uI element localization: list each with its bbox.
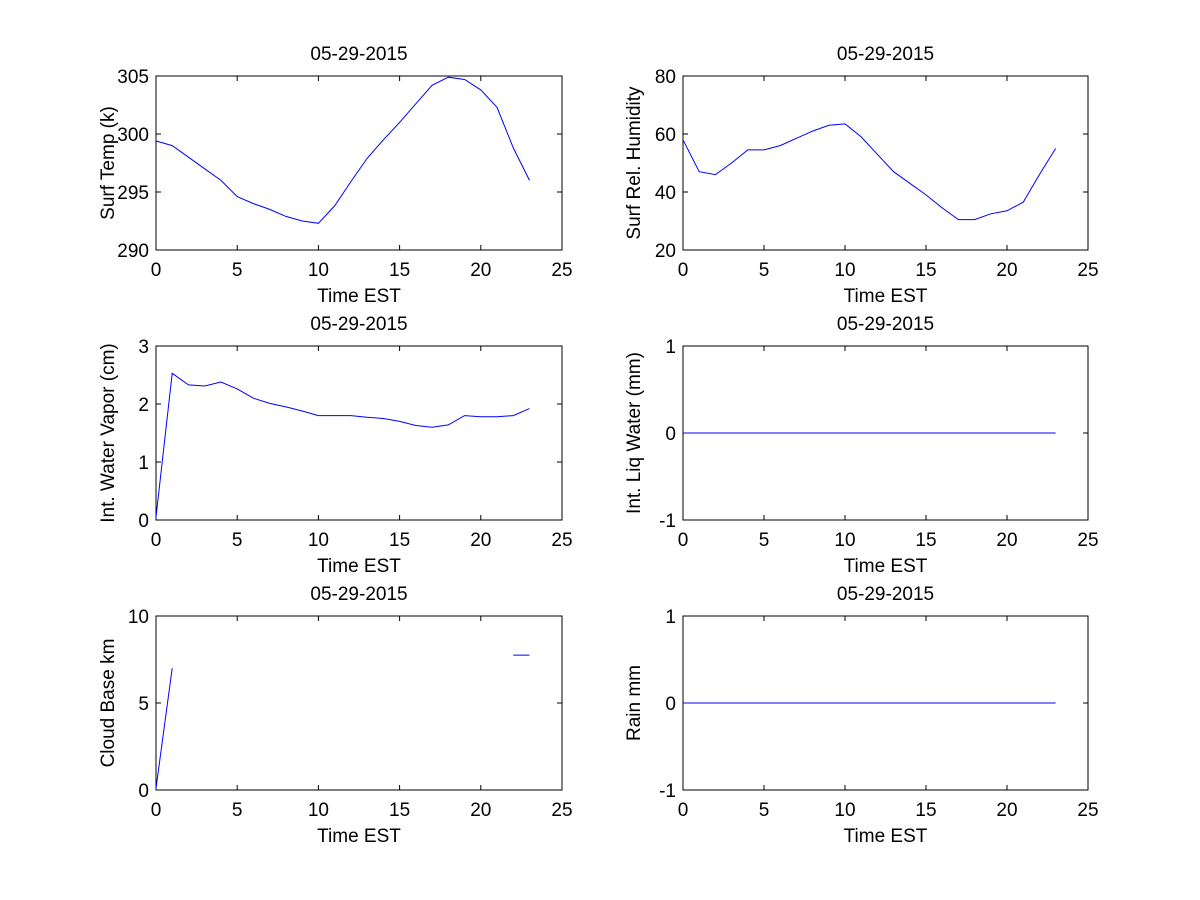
y-tick-label: 300	[117, 125, 149, 146]
x-tick-label: 5	[759, 260, 770, 281]
y-axis-label: Surf Rel. Humidity	[624, 86, 645, 240]
y-tick-label: 290	[117, 241, 149, 262]
subplot-2: 0 5 10 15 20 25 20 40 60 80 05-29-2015 Time EST Surf…	[624, 44, 1099, 307]
x-tick-label: 10	[834, 260, 855, 281]
x-tick-label: 10	[308, 800, 329, 821]
y-tick-label: 2	[138, 395, 149, 416]
x-tick-label: 25	[551, 530, 572, 551]
y-tick-label: 80	[655, 67, 676, 88]
x-tick-label: 20	[470, 260, 491, 281]
x-tick-label: 10	[308, 530, 329, 551]
x-tick-label: 0	[678, 260, 689, 281]
y-tick-label: -1	[659, 511, 676, 532]
x-tick-label: 20	[996, 530, 1017, 551]
y-tick-label: 295	[117, 183, 149, 204]
y-tick-label: 10	[128, 607, 149, 628]
y-tick-label: 3	[138, 337, 149, 358]
x-tick-label: 20	[470, 530, 491, 551]
x-tick-label: 15	[389, 260, 410, 281]
subplot-5: 0 5 10 15 20 25 0 5 10 05-29-2015 Time EST Cloud Ba…	[98, 584, 573, 847]
subplot-3: 0 5 10 15 20 25 0 1 2 3 05-29-2015 Time EST Int. Wat…	[98, 314, 573, 577]
data-line	[155, 668, 173, 789]
y-tick-label: 40	[655, 183, 676, 204]
x-tick-label: 20	[996, 800, 1017, 821]
data-line	[155, 372, 530, 518]
y-tick-label: 0	[138, 511, 149, 532]
x-axis-label: Time EST	[317, 556, 401, 577]
chart-title: 05-29-2015	[310, 44, 407, 65]
x-tick-label: 0	[678, 530, 689, 551]
x-tick-label: 5	[232, 530, 243, 551]
chart-title: 05-29-2015	[837, 584, 934, 605]
y-tick-label: 1	[665, 607, 676, 628]
x-tick-label: 15	[915, 800, 936, 821]
chart-title: 05-29-2015	[837, 44, 934, 65]
y-tick-label: 1	[138, 453, 149, 474]
y-tick-label: 0	[665, 424, 676, 445]
x-tick-label: 0	[151, 800, 162, 821]
x-tick-label: 15	[915, 260, 936, 281]
x-tick-label: 25	[1077, 530, 1098, 551]
x-tick-label: 10	[834, 530, 855, 551]
axes-box	[155, 75, 563, 251]
x-tick-label: 10	[834, 800, 855, 821]
y-tick-label: 20	[655, 241, 676, 262]
y-axis-label: Int. Liq Water (mm)	[624, 352, 645, 514]
x-tick-label: 25	[1077, 800, 1098, 821]
chart-title: 05-29-2015	[310, 584, 407, 605]
y-axis-label: Rain mm	[624, 665, 645, 741]
subplot-1: 0 5 10 15 20 25 290 295 300 305 05-29-2015 Time EST…	[98, 44, 573, 307]
x-tick-label: 15	[915, 530, 936, 551]
chart-title: 05-29-2015	[310, 314, 407, 335]
y-axis-label: Cloud Base km	[98, 639, 119, 768]
y-tick-label: 1	[665, 337, 676, 358]
x-tick-label: 5	[232, 260, 243, 281]
x-axis-label: Time EST	[844, 556, 928, 577]
x-axis-label: Time EST	[844, 286, 928, 307]
x-tick-label: 0	[151, 530, 162, 551]
x-tick-label: 25	[551, 800, 572, 821]
x-tick-label: 5	[232, 800, 243, 821]
data-line	[682, 123, 1057, 221]
x-tick-label: 0	[678, 800, 689, 821]
y-tick-label: 5	[138, 694, 149, 715]
x-axis-label: Time EST	[317, 826, 401, 847]
axes-box	[155, 345, 563, 521]
y-tick-label: -1	[659, 781, 676, 802]
x-tick-label: 20	[470, 800, 491, 821]
x-tick-label: 15	[389, 800, 410, 821]
x-tick-label: 15	[389, 530, 410, 551]
y-tick-label: 0	[665, 694, 676, 715]
x-tick-label: 5	[759, 800, 770, 821]
y-tick-label: 305	[117, 67, 149, 88]
y-tick-label: 0	[138, 781, 149, 802]
x-tick-label: 10	[308, 260, 329, 281]
x-tick-label: 5	[759, 530, 770, 551]
x-tick-label: 0	[151, 260, 162, 281]
chart-title: 05-29-2015	[837, 314, 934, 335]
x-tick-label: 25	[551, 260, 572, 281]
x-tick-label: 20	[996, 260, 1017, 281]
axes-box	[155, 615, 563, 791]
y-axis-label: Surf Temp (k)	[98, 106, 119, 220]
x-axis-label: Time EST	[844, 826, 928, 847]
x-tick-label: 25	[1077, 260, 1098, 281]
y-axis-label: Int. Water Vapor (cm)	[98, 343, 119, 522]
x-axis-label: Time EST	[317, 286, 401, 307]
data-line	[155, 76, 530, 224]
y-tick-label: 60	[655, 125, 676, 146]
